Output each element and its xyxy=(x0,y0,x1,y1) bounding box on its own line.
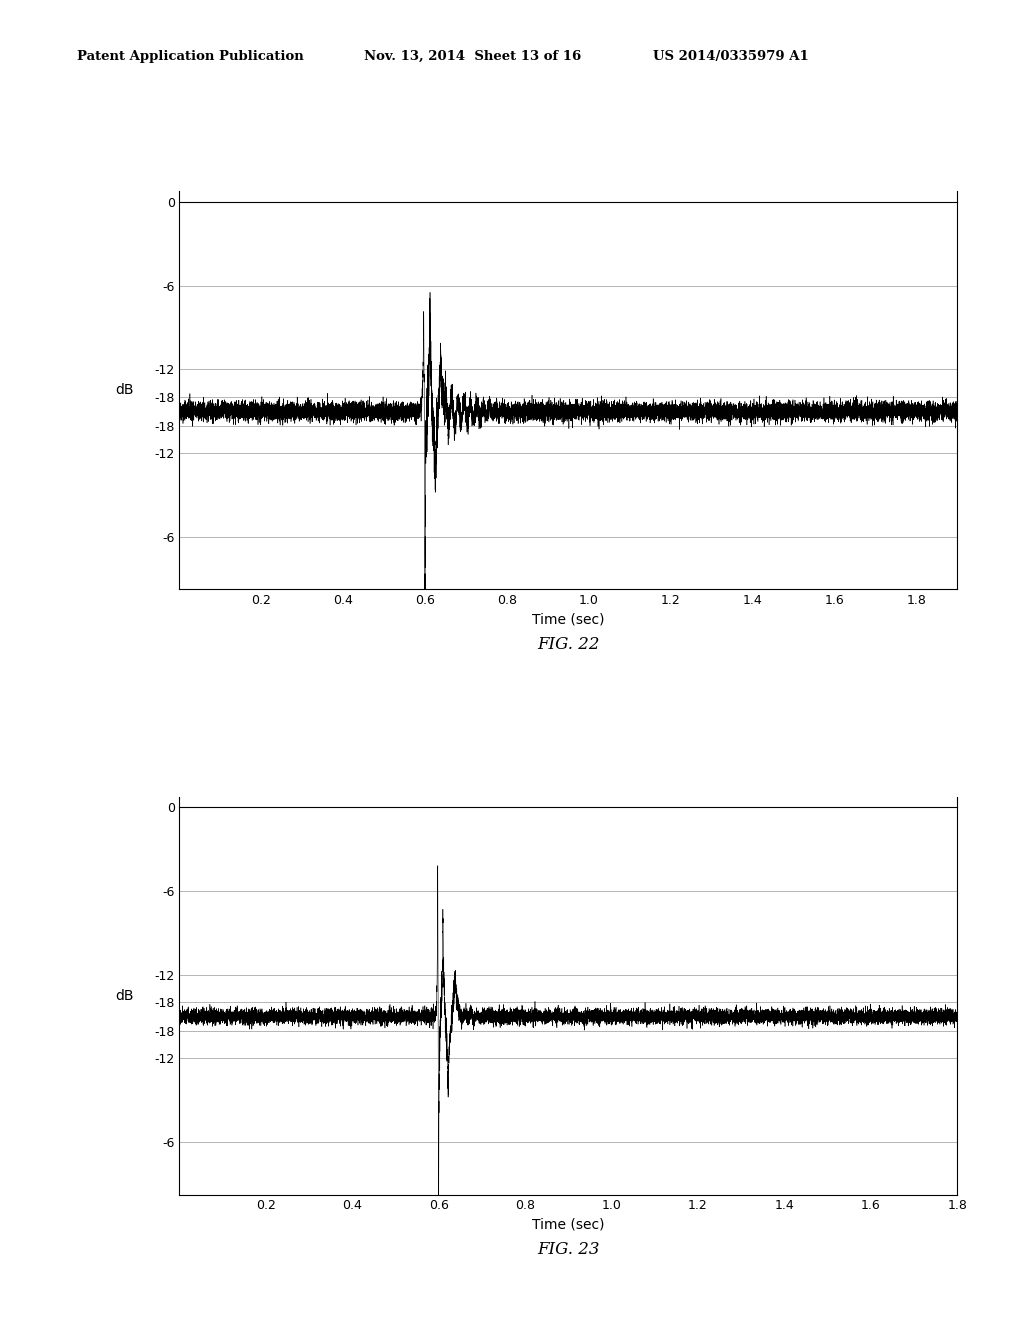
Text: Patent Application Publication: Patent Application Publication xyxy=(77,50,303,63)
X-axis label: Time (sec): Time (sec) xyxy=(532,612,604,626)
Y-axis label: dB: dB xyxy=(116,383,134,397)
X-axis label: Time (sec): Time (sec) xyxy=(532,1217,604,1232)
Y-axis label: dB: dB xyxy=(116,989,134,1003)
Text: FIG. 23: FIG. 23 xyxy=(537,1241,600,1258)
Text: FIG. 22: FIG. 22 xyxy=(537,636,600,653)
Text: Nov. 13, 2014  Sheet 13 of 16: Nov. 13, 2014 Sheet 13 of 16 xyxy=(364,50,581,63)
Text: US 2014/0335979 A1: US 2014/0335979 A1 xyxy=(653,50,809,63)
